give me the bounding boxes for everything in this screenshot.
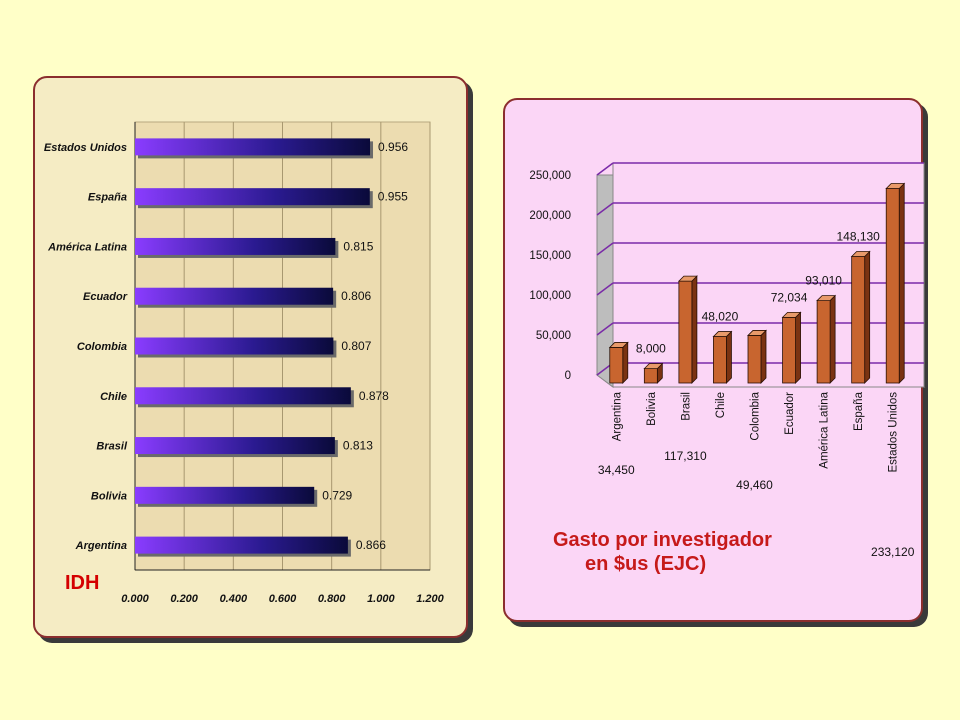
spending-y-tick-label: 100,000 (529, 290, 571, 302)
spending-category-label: Bolivia (646, 391, 658, 425)
idh-bar (135, 287, 334, 305)
idh-value-label: 0.813 (343, 439, 373, 453)
spending-value-label: 49,460 (736, 478, 773, 492)
spending-y-tick-label: 0 (565, 370, 571, 382)
idh-x-tick-label: 0.600 (269, 593, 297, 605)
idh-category-label: Ecuador (83, 291, 128, 303)
spending-gridline-side (596, 242, 614, 256)
spending-bar (747, 335, 762, 384)
idh-category-label: Argentina (75, 540, 127, 552)
spending-chart-title: Gasto por investigador en $us (EJC) (553, 528, 813, 576)
idh-category-label: España (88, 192, 127, 204)
spending-gridline-side (596, 162, 614, 176)
spending-category-label: Estados Unidos (888, 392, 900, 473)
spending-category-label: Chile (715, 392, 727, 418)
idh-value-label: 0.815 (343, 239, 373, 253)
idh-chart-label: IDH (65, 572, 100, 594)
spending-value-label: 48,020 (702, 310, 739, 324)
spending-value-label: 93,010 (805, 274, 842, 288)
spending-bar-side (829, 294, 836, 384)
spending-bar-side (795, 311, 801, 384)
idh-bar (135, 437, 335, 455)
idh-value-label: 0.955 (378, 190, 408, 204)
spending-bar-top (643, 363, 664, 370)
spending-y-tick-label: 200,000 (529, 210, 571, 222)
spending-bar-side (691, 275, 698, 384)
spending-bar (782, 316, 796, 384)
idh-category-label: Brasil (96, 441, 128, 453)
spending-y-tick-label: 250,000 (529, 170, 571, 182)
idh-x-tick-label: 0.200 (170, 593, 198, 605)
spending-y-tick-label: 50,000 (536, 330, 571, 342)
spending-category-label: América Latina (819, 391, 831, 468)
idh-value-label: 0.807 (341, 339, 371, 353)
spending-bar-top (712, 331, 733, 337)
spending-bar-side (864, 250, 871, 384)
spending-bar-top (608, 342, 629, 348)
spending-bar-top (885, 183, 906, 189)
spending-gridline-side (596, 322, 614, 336)
spending-category-label: España (853, 391, 865, 431)
spending-value-label: 8,000 (636, 342, 666, 356)
spending-bar (851, 256, 866, 384)
spending-bar (713, 336, 727, 384)
idh-bar (135, 237, 336, 255)
spending-gridline-side (596, 282, 614, 296)
spending-category-label: Brasil (680, 392, 692, 421)
spending-bar-side (622, 341, 629, 384)
spending-category-label: Colombia (750, 391, 762, 440)
idh-value-label: 0.956 (378, 140, 408, 154)
idh-bar (135, 337, 334, 355)
idh-x-tick-label: 0.400 (220, 593, 248, 605)
spending-title-line1: Gasto por investigador (553, 529, 772, 551)
spending-back-wall (612, 162, 925, 388)
idh-bar (135, 536, 348, 554)
idh-bar (135, 486, 315, 504)
spending-value-label: 117,310 (664, 449, 707, 463)
spending-bar-top (816, 295, 837, 301)
idh-x-tick-label: 1.000 (367, 593, 395, 605)
idh-category-label: América Latina (47, 241, 127, 253)
idh-value-label: 0.806 (341, 289, 371, 303)
spending-bar-top (781, 311, 802, 318)
spending-value-label: 233,120 (871, 545, 915, 559)
idh-category-label: Colombia (77, 341, 127, 353)
idh-bar (135, 188, 370, 206)
spending-bar (885, 188, 900, 384)
spending-value-label: 72,034 (771, 290, 808, 304)
spending-bar-top (747, 330, 767, 336)
spending-bar (643, 368, 658, 384)
idh-x-tick-label: 0.000 (121, 593, 149, 605)
idh-category-label: Bolivia (91, 490, 127, 502)
spending-value-label: 148,130 (836, 229, 880, 243)
idh-bar (135, 138, 371, 156)
idh-value-label: 0.878 (359, 389, 389, 403)
spending-gridline-side (596, 202, 614, 216)
spending-bar (816, 300, 831, 384)
idh-category-label: Estados Unidos (44, 142, 127, 154)
spending-bar-side (898, 182, 905, 384)
spending-bar (609, 347, 624, 384)
spending-value-label: 34,450 (598, 463, 635, 477)
spending-bar-top (677, 275, 698, 282)
idh-value-label: 0.729 (322, 488, 352, 502)
spending-bar (678, 280, 693, 384)
spending-category-label: Ecuador (784, 392, 796, 435)
idh-bar (135, 387, 351, 405)
spending-bar-top (850, 251, 871, 257)
idh-category-label: Chile (100, 391, 127, 403)
spending-category-label: Argentina (611, 391, 623, 441)
spending-y-tick-label: 150,000 (529, 250, 571, 262)
idh-x-tick-label: 0.800 (318, 593, 346, 605)
idh-value-label: 0.866 (356, 538, 386, 552)
idh-x-tick-label: 1.200 (416, 593, 444, 605)
spending-bar-side (760, 329, 767, 384)
spending-title-line2: en $us (EJC) (585, 553, 707, 575)
spending-bar-side (726, 330, 732, 384)
